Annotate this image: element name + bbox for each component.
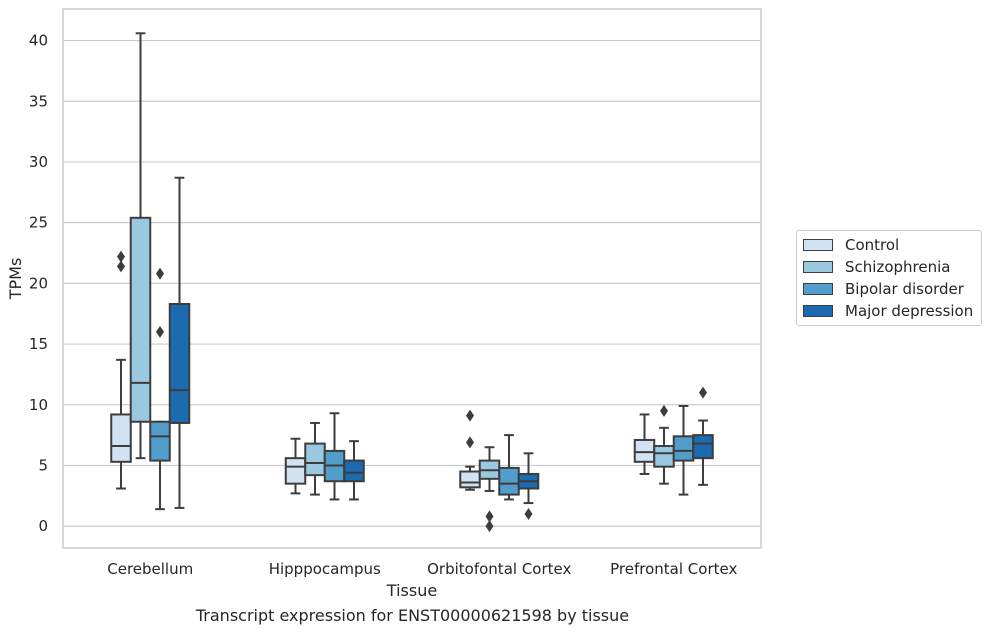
y-tick-label-0: 0	[38, 517, 48, 535]
box-schizophrenia-prefrontal-cortex-iqr	[653, 445, 675, 468]
box-control-cerebellum	[110, 250, 132, 490]
legend-label-bipolar-disorder: Bipolar disorder	[845, 280, 964, 298]
box-bipolar-disorder-prefrontal-cortex-iqr	[672, 435, 695, 462]
box-schizophrenia-hipppocampus	[304, 421, 326, 496]
box-major-depression-prefrontal-cortex-iqr	[692, 434, 714, 460]
box-bipolar-disorder-cerebellum-outlier-0	[156, 325, 164, 338]
box-control-prefrontal-cortex-iqr	[633, 438, 656, 463]
legend-swatch-schizophrenia	[803, 261, 833, 273]
y-tick-label-5: 5	[38, 456, 48, 474]
box-bipolar-disorder-hipppocampus	[323, 412, 346, 501]
y-tick-label-35: 35	[29, 92, 48, 110]
y-tick-label-20: 20	[29, 274, 48, 292]
box-control-hipppocampus	[284, 437, 307, 495]
box-bipolar-disorder-cerebellum	[149, 267, 171, 511]
box-control-cerebellum-iqr	[110, 413, 132, 463]
box-bipolar-disorder-cerebellum-outlier-1	[156, 267, 164, 280]
box-major-depression-orbitofontal-cortex	[517, 452, 540, 521]
x-axis-label: Tissue	[386, 581, 437, 600]
box-control-orbitofontal-cortex	[459, 409, 481, 491]
box-schizophrenia-orbitofontal-cortex-outlier-1	[485, 510, 494, 523]
legend-item-control: Control	[803, 235, 899, 255]
box-schizophrenia-orbitofontal-cortex-outlier-0	[485, 520, 494, 533]
legend-item-bipolar-disorder: Bipolar disorder	[803, 279, 964, 299]
box-major-depression-prefrontal-cortex-outlier-0	[699, 386, 707, 399]
x-tick-label-cerebellum: Cerebellum	[107, 560, 193, 578]
y-tick-label-25: 25	[29, 214, 48, 232]
box-major-depression-cerebellum-iqr	[168, 302, 191, 424]
box-schizophrenia-orbitofontal-cortex	[478, 446, 501, 533]
legend-swatch-bipolar-disorder	[803, 283, 833, 295]
box-control-orbitofontal-cortex-iqr	[459, 470, 481, 489]
box-control-cerebellum-outlier-0	[117, 260, 125, 273]
box-major-depression-cerebellum	[168, 176, 191, 509]
legend-swatch-control	[803, 239, 833, 251]
box-major-depression-prefrontal-cortex	[692, 386, 714, 486]
box-control-cerebellum-outlier-1	[117, 250, 125, 263]
legend-swatch-major-depression	[803, 305, 833, 317]
figure-caption: Transcript expression for ENST0000062159…	[195, 606, 630, 625]
box-control-orbitofontal-cortex-outlier-0	[466, 436, 474, 449]
x-tick-label-prefrontal-cortex: Prefrontal Cortex	[610, 560, 737, 578]
legend-item-major-depression: Major depression	[803, 301, 973, 321]
box-control-orbitofontal-cortex-outlier-1	[466, 409, 474, 422]
plot-frame	[62, 8, 762, 549]
y-tick-label-40: 40	[29, 32, 48, 50]
x-tick-label-hipppocampus: Hipppocampus	[269, 560, 381, 578]
legend: Control Schizophrenia Bipolar disorder M…	[796, 230, 982, 326]
y-tick-label-15: 15	[29, 335, 48, 353]
y-tick-label-30: 30	[29, 153, 48, 171]
box-bipolar-disorder-prefrontal-cortex	[672, 404, 695, 496]
legend-label-schizophrenia: Schizophrenia	[845, 258, 951, 276]
box-schizophrenia-prefrontal-cortex	[653, 404, 675, 485]
box-bipolar-disorder-orbitofontal-cortex-iqr	[498, 466, 520, 496]
legend-label-major-depression: Major depression	[845, 302, 974, 320]
box-bipolar-disorder-cerebellum-iqr	[149, 420, 171, 462]
box-schizophrenia-prefrontal-cortex-outlier-0	[660, 404, 668, 417]
box-major-depression-orbitofontal-cortex-outlier-0	[524, 508, 533, 521]
box-schizophrenia-cerebellum	[129, 32, 152, 460]
box-schizophrenia-cerebellum-iqr	[129, 216, 152, 423]
y-axis-label: TPMs	[6, 258, 25, 301]
x-tick-label-orbitofontal-cortex: Orbitofontal Cortex	[427, 560, 571, 578]
box-bipolar-disorder-orbitofontal-cortex	[498, 434, 520, 501]
y-tick-label-10: 10	[29, 396, 48, 414]
box-control-hipppocampus-iqr	[284, 457, 307, 485]
legend-label-control: Control	[845, 236, 900, 254]
box-major-depression-hipppocampus-iqr	[343, 459, 365, 483]
legend-item-schizophrenia: Schizophrenia	[803, 257, 950, 277]
box-schizophrenia-hipppocampus-iqr	[304, 442, 326, 477]
box-major-depression-hipppocampus	[343, 440, 365, 501]
